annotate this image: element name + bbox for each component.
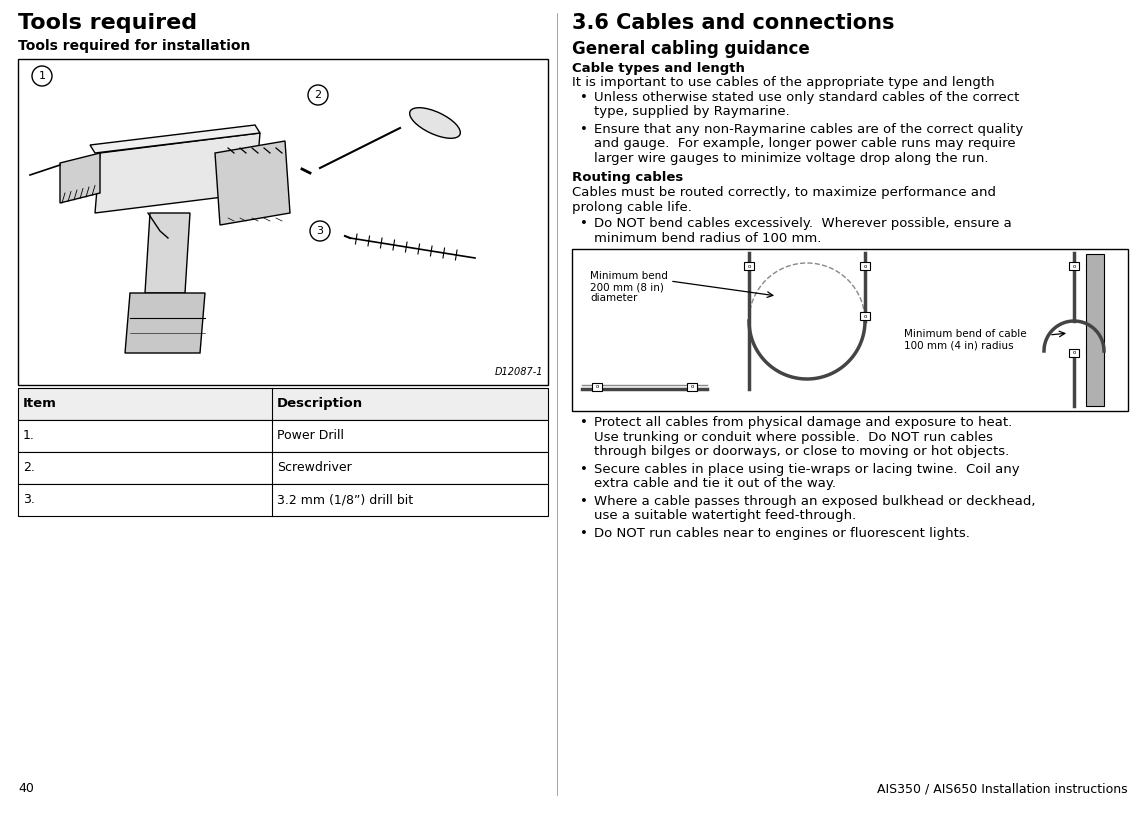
Bar xyxy=(1086,254,1104,406)
Text: Power Drill: Power Drill xyxy=(277,429,344,442)
Text: Ensure that any non-Raymarine cables are of the correct quality: Ensure that any non-Raymarine cables are… xyxy=(594,123,1023,136)
Bar xyxy=(18,420,548,452)
Text: Screwdriver: Screwdriver xyxy=(277,461,352,474)
Polygon shape xyxy=(146,213,190,293)
Text: use a suitable watertight feed-through.: use a suitable watertight feed-through. xyxy=(594,509,856,522)
Text: extra cable and tie it out of the way.: extra cable and tie it out of the way. xyxy=(594,477,835,490)
Text: •: • xyxy=(580,527,588,540)
Text: o: o xyxy=(595,385,598,389)
Text: 3.6 Cables and connections: 3.6 Cables and connections xyxy=(572,13,895,33)
Text: Minimum bend: Minimum bend xyxy=(590,271,668,281)
Text: •: • xyxy=(580,463,588,476)
Bar xyxy=(860,312,870,320)
Text: AIS350 / AIS650 Installation instructions: AIS350 / AIS650 Installation instruction… xyxy=(878,782,1128,795)
Text: Item: Item xyxy=(23,397,57,410)
Text: •: • xyxy=(580,494,588,507)
Bar xyxy=(1069,349,1080,357)
Text: 1: 1 xyxy=(39,71,46,81)
Text: minimum bend radius of 100 mm.: minimum bend radius of 100 mm. xyxy=(594,232,822,245)
Text: Where a cable passes through an exposed bulkhead or deckhead,: Where a cable passes through an exposed … xyxy=(594,494,1036,507)
Text: Cable types and length: Cable types and length xyxy=(572,62,745,75)
Text: larger wire gauges to minimize voltage drop along the run.: larger wire gauges to minimize voltage d… xyxy=(594,152,989,165)
Text: o: o xyxy=(690,385,693,389)
Bar xyxy=(1069,262,1080,270)
Text: General cabling guidance: General cabling guidance xyxy=(572,40,810,58)
Text: o: o xyxy=(863,263,866,268)
Text: Tools required: Tools required xyxy=(18,13,197,33)
Text: 2: 2 xyxy=(314,90,322,100)
Bar xyxy=(18,484,548,516)
Text: It is important to use cables of the appropriate type and length: It is important to use cables of the app… xyxy=(572,76,995,89)
Text: 3.2 mm (1/8”) drill bit: 3.2 mm (1/8”) drill bit xyxy=(277,493,413,506)
Text: type, supplied by Raymarine.: type, supplied by Raymarine. xyxy=(594,106,790,119)
Text: D12087-1: D12087-1 xyxy=(495,367,543,377)
Bar xyxy=(860,262,870,270)
Text: 40: 40 xyxy=(18,782,34,795)
Polygon shape xyxy=(125,293,205,353)
Text: •: • xyxy=(580,416,588,429)
Text: o: o xyxy=(1073,350,1076,355)
Text: 3.: 3. xyxy=(23,493,34,506)
Bar xyxy=(744,262,754,270)
Text: Unless otherwise stated use only standard cables of the correct: Unless otherwise stated use only standar… xyxy=(594,91,1020,104)
Text: Do NOT run cables near to engines or fluorescent lights.: Do NOT run cables near to engines or flu… xyxy=(594,527,970,540)
Text: •: • xyxy=(580,91,588,104)
Text: Routing cables: Routing cables xyxy=(572,172,683,185)
Text: Cables must be routed correctly, to maximize performance and: Cables must be routed correctly, to maxi… xyxy=(572,186,996,199)
Text: diameter: diameter xyxy=(590,293,637,303)
Text: Protect all cables from physical damage and exposure to heat.: Protect all cables from physical damage … xyxy=(594,416,1012,429)
Text: 3: 3 xyxy=(316,226,323,236)
Text: •: • xyxy=(580,217,588,230)
Polygon shape xyxy=(215,141,290,225)
Text: Use trunking or conduit where possible.  Do NOT run cables: Use trunking or conduit where possible. … xyxy=(594,431,992,444)
Text: o: o xyxy=(747,263,751,268)
Ellipse shape xyxy=(409,107,461,138)
Text: through bilges or doorways, or close to moving or hot objects.: through bilges or doorways, or close to … xyxy=(594,445,1010,458)
Text: o: o xyxy=(1073,263,1076,268)
Text: prolong cable life.: prolong cable life. xyxy=(572,201,692,214)
Text: 2.: 2. xyxy=(23,461,34,474)
Text: Minimum bend of cable: Minimum bend of cable xyxy=(904,329,1027,339)
Bar xyxy=(592,383,602,391)
Polygon shape xyxy=(95,133,260,213)
Text: o: o xyxy=(863,314,866,319)
Bar xyxy=(18,59,548,385)
Polygon shape xyxy=(60,153,100,203)
Bar xyxy=(686,383,697,391)
Text: 200 mm (8 in): 200 mm (8 in) xyxy=(590,282,664,292)
Text: Do NOT bend cables excessively.  Wherever possible, ensure a: Do NOT bend cables excessively. Wherever… xyxy=(594,217,1012,230)
Bar xyxy=(18,388,548,420)
Text: •: • xyxy=(580,123,588,136)
Text: and gauge.  For example, longer power cable runs may require: and gauge. For example, longer power cab… xyxy=(594,137,1015,150)
Polygon shape xyxy=(91,125,260,153)
Text: Description: Description xyxy=(277,397,363,410)
Bar xyxy=(572,249,1128,411)
Bar xyxy=(18,452,548,484)
Text: Secure cables in place using tie-wraps or lacing twine.  Coil any: Secure cables in place using tie-wraps o… xyxy=(594,463,1020,476)
Text: 1.: 1. xyxy=(23,429,34,442)
Text: 100 mm (4 in) radius: 100 mm (4 in) radius xyxy=(904,340,1013,350)
Text: Tools required for installation: Tools required for installation xyxy=(18,39,250,53)
